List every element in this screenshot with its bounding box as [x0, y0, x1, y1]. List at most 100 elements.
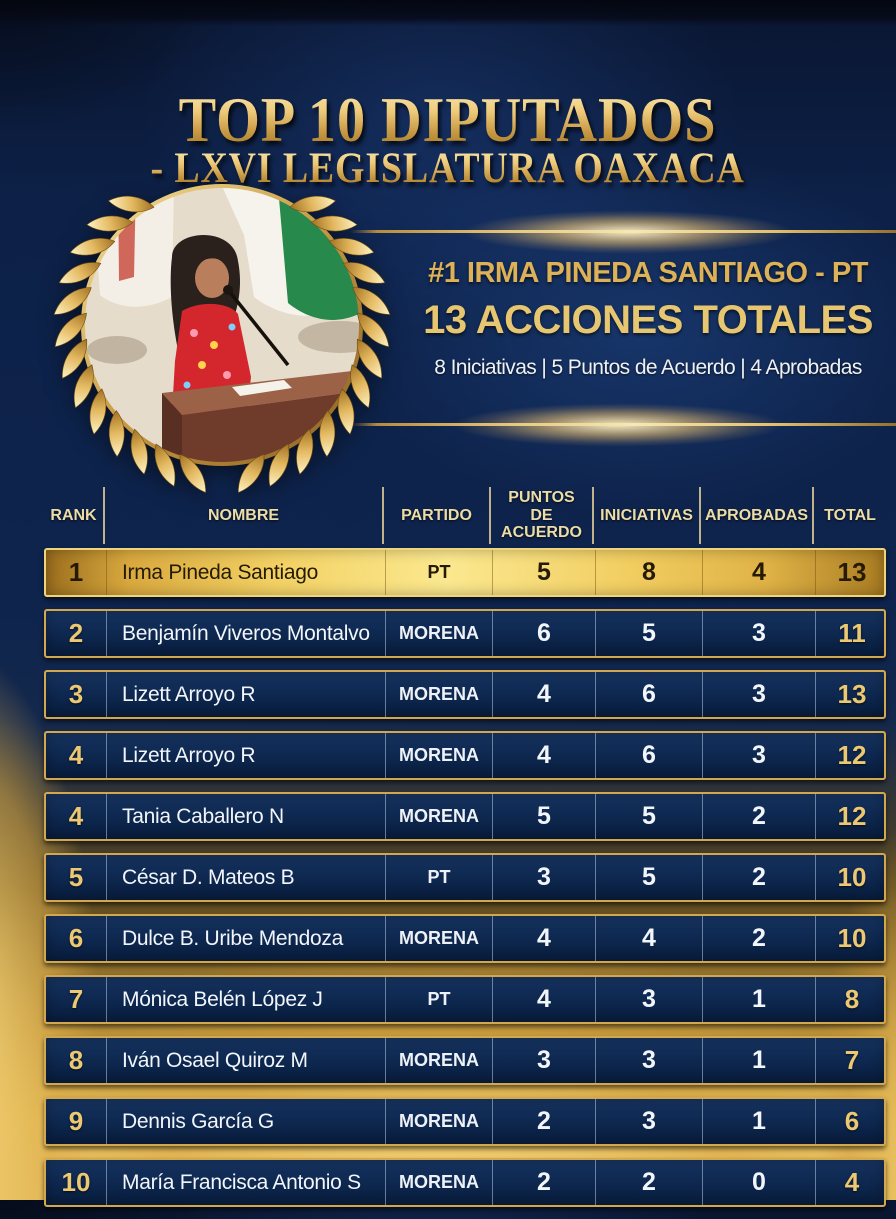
- cell-total: 10: [837, 923, 867, 953]
- cell-nombre: Mónica Belén López J: [107, 977, 386, 1022]
- table-row: 3 Lizett Arroyo R MORENA 4 6 3 13: [44, 670, 886, 719]
- cell-rank: 1: [46, 550, 107, 595]
- cell-total: 4: [844, 1167, 860, 1197]
- cell-rank: 5: [46, 855, 107, 900]
- laurel-wreath-photo: [49, 184, 395, 497]
- flare-divider-bottom: [350, 423, 896, 426]
- table-row: 9 Dennis García G MORENA 2 3 1 6: [44, 1097, 886, 1146]
- cell-rank: 4: [46, 733, 107, 778]
- cell-puntos-de-acuerdo: 3: [493, 855, 596, 900]
- cell-rank: 6: [46, 916, 107, 961]
- cell-iniciativas: 3: [596, 977, 703, 1022]
- cell-aprobadas: 2: [703, 855, 816, 900]
- cell-partido: MORENA: [386, 1038, 493, 1083]
- featured-total-actions: 13 ACCIONES TOTALES: [423, 298, 873, 342]
- cell-iniciativas: 3: [596, 1099, 703, 1144]
- cell-iniciativas: 5: [596, 611, 703, 656]
- cell-puntos-de-acuerdo: 5: [493, 794, 596, 839]
- cell-partido: MORENA: [386, 672, 493, 717]
- cell-nombre: Dulce B. Uribe Mendoza: [107, 916, 386, 961]
- cell-puntos-de-acuerdo: 6: [493, 611, 596, 656]
- page-title: TOP 10 DIPUTADOS: [179, 83, 717, 155]
- cell-nombre: María Francisca Antonio S: [107, 1160, 386, 1205]
- cell-iniciativas: 3: [596, 1038, 703, 1083]
- table-row: 5 César D. Mateos B PT 3 5 2 10: [44, 853, 886, 902]
- cell-total: 13: [837, 557, 867, 587]
- header-cell-nombre: NOMBRE: [105, 487, 384, 544]
- table-row: 6 Dulce B. Uribe Mendoza MORENA 4 4 2 10: [44, 914, 886, 963]
- cell-partido: MORENA: [386, 1099, 493, 1144]
- cell-nombre: Dennis García G: [107, 1099, 386, 1144]
- header-cell-total: TOTAL: [824, 506, 876, 524]
- cell-partido: MORENA: [386, 611, 493, 656]
- cell-nombre: Irma Pineda Santiago: [107, 550, 386, 595]
- cell-iniciativas: 4: [596, 916, 703, 961]
- cell-iniciativas: 8: [596, 550, 703, 595]
- cell-nombre: Tania Caballero N: [107, 794, 386, 839]
- cell-puntos-de-acuerdo: 2: [493, 1160, 596, 1205]
- table-row: 1 Irma Pineda Santiago PT 5 8 4 13: [44, 548, 886, 597]
- cell-total: 12: [837, 740, 867, 770]
- table-row: 7 Mónica Belén López J PT 4 3 1 8: [44, 975, 886, 1024]
- cell-iniciativas: 5: [596, 794, 703, 839]
- flare-divider-top: [350, 230, 896, 233]
- cell-nombre: Iván Osael Quiroz M: [107, 1038, 386, 1083]
- header-cell-aprobadas: APROBADAS: [701, 487, 814, 544]
- table-header: RANK NOMBRE PARTIDO PUNTOS DE ACUERDO IN…: [44, 487, 886, 544]
- cell-iniciativas: 2: [596, 1160, 703, 1205]
- table-row: 8 Iván Osael Quiroz M MORENA 3 3 1 7: [44, 1036, 886, 1085]
- cell-partido: MORENA: [386, 733, 493, 778]
- cell-total: 12: [837, 801, 867, 831]
- cell-aprobadas: 1: [703, 1038, 816, 1083]
- header-cell-partido: PARTIDO: [384, 487, 491, 544]
- cell-partido: PT: [386, 977, 493, 1022]
- cell-nombre: Lizett Arroyo R: [107, 672, 386, 717]
- cell-rank: 10: [46, 1160, 107, 1205]
- cell-iniciativas: 6: [596, 672, 703, 717]
- featured-photo: [84, 187, 360, 463]
- cell-iniciativas: 6: [596, 733, 703, 778]
- cell-aprobadas: 1: [703, 1099, 816, 1144]
- cell-nombre: Lizett Arroyo R: [107, 733, 386, 778]
- cell-iniciativas: 5: [596, 855, 703, 900]
- cell-aprobadas: 3: [703, 733, 816, 778]
- header-cell-puntos-de-acuerdo: PUNTOS DE ACUERDO: [491, 487, 594, 544]
- cell-partido: MORENA: [386, 794, 493, 839]
- cell-partido: MORENA: [386, 1160, 493, 1205]
- table-row: 4 Lizett Arroyo R MORENA 4 6 3 12: [44, 731, 886, 780]
- cell-puntos-de-acuerdo: 5: [493, 550, 596, 595]
- cell-partido: MORENA: [386, 916, 493, 961]
- cell-aprobadas: 2: [703, 794, 816, 839]
- cell-partido: PT: [386, 550, 493, 595]
- cell-aprobadas: 0: [703, 1160, 816, 1205]
- cell-total: 11: [838, 618, 866, 648]
- cell-aprobadas: 3: [703, 611, 816, 656]
- cell-nombre: César D. Mateos B: [107, 855, 386, 900]
- cell-partido: PT: [386, 855, 493, 900]
- cell-aprobadas: 4: [703, 550, 816, 595]
- cell-aprobadas: 2: [703, 916, 816, 961]
- header-cell-rank: RANK: [44, 487, 105, 544]
- ranking-table: 1 Irma Pineda Santiago PT 5 8 4 13 2 Ben…: [44, 548, 886, 1219]
- cell-total: 8: [844, 984, 860, 1014]
- cell-total: 6: [844, 1106, 860, 1136]
- cell-puntos-de-acuerdo: 4: [493, 733, 596, 778]
- featured-stats-line: 8 Iniciativas | 5 Puntos de Acuerdo | 4 …: [434, 356, 862, 379]
- cell-total: 7: [844, 1045, 860, 1075]
- cell-rank: 4: [46, 794, 107, 839]
- top-dark-strip: [0, 0, 896, 26]
- cell-puntos-de-acuerdo: 4: [493, 916, 596, 961]
- cell-rank: 3: [46, 672, 107, 717]
- cell-puntos-de-acuerdo: 2: [493, 1099, 596, 1144]
- table-row: 2 Benjamín Viveros Montalvo MORENA 6 5 3…: [44, 609, 886, 658]
- cell-aprobadas: 3: [703, 672, 816, 717]
- cell-aprobadas: 1: [703, 977, 816, 1022]
- cell-total: 10: [837, 862, 867, 892]
- featured-heading: #1 IRMA PINEDA SANTIAGO - PT: [428, 257, 868, 289]
- page-subtitle: - LXVI LEGISLATURA OAXACA: [150, 144, 746, 192]
- header-cell-iniciativas: INICIATIVAS: [594, 487, 701, 544]
- cell-total: 13: [837, 679, 867, 709]
- table-row: 4 Tania Caballero N MORENA 5 5 2 12: [44, 792, 886, 841]
- featured-block: #1 IRMA PINEDA SANTIAGO - PT 13 ACCIONES…: [405, 257, 891, 380]
